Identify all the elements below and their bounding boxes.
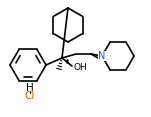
Text: OH: OH bbox=[73, 62, 87, 71]
Text: H: H bbox=[26, 83, 34, 93]
Text: N: N bbox=[98, 51, 106, 61]
Text: Cl: Cl bbox=[25, 91, 35, 101]
